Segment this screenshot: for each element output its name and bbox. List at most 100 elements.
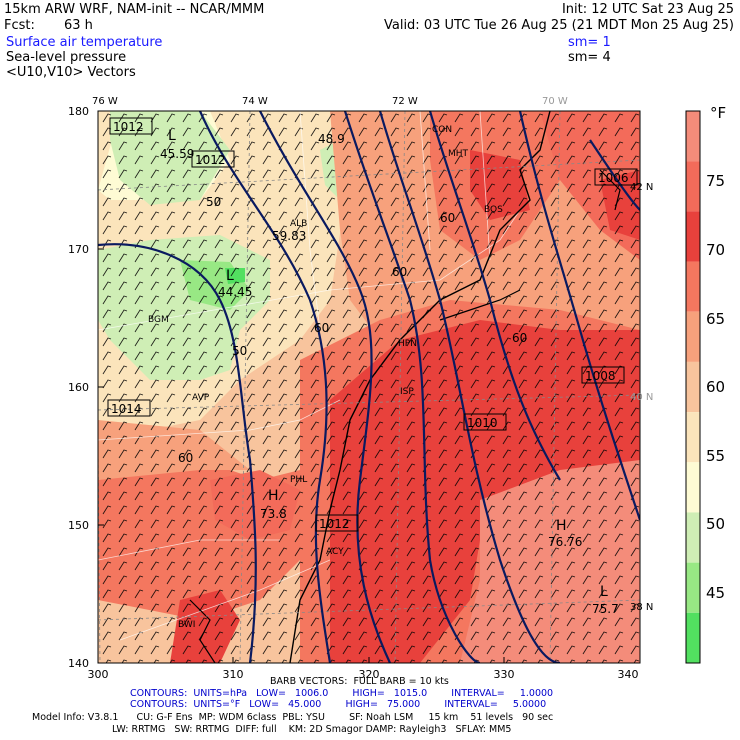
y-tick-label: 180 <box>68 105 89 118</box>
lon-label: 70 W <box>542 96 568 107</box>
forecast-hour: 63 h <box>64 18 93 33</box>
forecast-label: Fcst: <box>4 18 35 33</box>
low-value: 45.59 <box>160 147 194 161</box>
colorbar-label: 60 <box>706 378 725 396</box>
longitude-labels: 76 W 74 W 72 W 70 W <box>92 96 568 107</box>
field-name-temperature: Surface air temperature <box>6 35 163 50</box>
x-tick-label: 330 <box>494 668 515 681</box>
station-id: BWI <box>178 620 195 630</box>
latitude-labels: 42 N 40 N 38 N <box>630 182 653 613</box>
pressure-contour-info: CONTOURS: UNITS=hPa LOW= 1006.0 HIGH= 10… <box>130 688 554 699</box>
lat-label: 38 N <box>630 602 653 613</box>
lat-label: 42 N <box>630 182 653 193</box>
value-labels: 59.83 48.9 50 50 60 60 60 60 60 <box>178 132 527 465</box>
colorbar-swatch <box>686 612 700 663</box>
x-tick-label: 300 <box>88 668 109 681</box>
contour-label: 60 <box>178 451 193 465</box>
pressure-box: 1008 <box>585 369 616 383</box>
x-tick-label: 340 <box>618 668 639 681</box>
temperature-field <box>98 111 640 663</box>
left-axis: 180 170 160 150 140 <box>68 105 89 670</box>
field-sm-pressure: sm= 4 <box>568 50 611 65</box>
low-marker: L <box>168 128 176 144</box>
colorbar-swatch <box>686 412 700 463</box>
colorbar-frame <box>685 110 701 664</box>
station-id: BOS <box>484 205 503 215</box>
init-time: Init: 12 UTC Sat 23 Aug 25 <box>561 2 734 17</box>
high-value: 73.8 <box>260 507 287 521</box>
pressure-box: 1010 <box>467 416 498 430</box>
station-id: AVP <box>192 393 210 403</box>
colorbar-label: 70 <box>706 241 725 259</box>
x-tick-label: 320 <box>359 668 380 681</box>
low-value: 75.7 <box>592 602 619 616</box>
colorbar-swatch <box>686 111 700 162</box>
pressure-box: 1012 <box>195 153 226 167</box>
pressure-box: 1012 <box>319 517 350 531</box>
lon-label: 72 W <box>392 96 418 107</box>
colorbar-swatch <box>686 211 700 262</box>
colorbar-unit: °F <box>710 104 726 122</box>
contour-label: 60 <box>440 211 455 225</box>
x-tick-label: 310 <box>223 668 244 681</box>
pressure-box: 1012 <box>113 120 144 134</box>
field-name-pressure: Sea-level pressure <box>6 50 127 65</box>
colorbar-swatch <box>686 311 700 362</box>
colorbar-swatch <box>686 462 700 513</box>
y-tick-label: 150 <box>68 519 89 532</box>
colorbar-label: 50 <box>706 515 725 533</box>
lat-label: 40 N <box>630 392 653 403</box>
high-marker: H <box>556 518 567 534</box>
colorbar-label: 55 <box>706 447 725 465</box>
station-id: ACY <box>326 547 344 557</box>
low-marker: L <box>226 268 234 284</box>
contour-label: 60 <box>314 321 329 335</box>
colorbar-label: 45 <box>706 584 725 602</box>
high-value: 76.76 <box>548 535 582 549</box>
station-id: MHT <box>448 149 469 159</box>
colorbar-swatch <box>686 361 700 413</box>
color-bar <box>685 110 701 664</box>
colorbar-swatch <box>686 512 700 563</box>
station-id: BGM <box>148 315 169 325</box>
pressure-box: 1014 <box>111 402 142 416</box>
y-tick-label: 170 <box>68 243 89 256</box>
lon-label: 74 W <box>242 96 268 107</box>
valid-time: Valid: 03 UTC Tue 26 Aug 25 (21 MDT Mon … <box>383 18 734 33</box>
colorbar-labels: 75 70 65 60 55 50 45 <box>706 172 725 602</box>
isobars <box>98 111 640 663</box>
field-name-vectors: <U10,V10> Vectors <box>6 65 136 80</box>
low-value: 44.45 <box>218 285 252 299</box>
contour-label: 60 <box>392 265 407 279</box>
model-info-line-1: Model Info: V3.8.1 CU: G-F Ens MP: WDM 6… <box>32 712 554 723</box>
lon-label: 76 W <box>92 96 118 107</box>
pressure-boxes: 1012 1012 1006 1008 1010 1014 1012 <box>107 117 638 532</box>
station-id: ISP <box>400 387 414 397</box>
contour-label: 60 <box>512 331 527 345</box>
colorbar-swatch <box>686 562 700 613</box>
pressure-box: 1006 <box>598 171 629 185</box>
colorbar-swatch <box>686 161 700 212</box>
low-marker: L <box>600 584 608 600</box>
pressure-centers: L 45.59 L 44.45 H 76.76 H 73.8 L 75.7 <box>160 128 619 616</box>
y-tick-label: 160 <box>68 381 89 394</box>
barb-info: BARB VECTORS: FULL BARB = 10 kts <box>270 676 449 687</box>
model-info-line-2: LW: RRTMG SW: RRTMG DIFF: full KM: 2D Sm… <box>112 724 512 735</box>
station-id: PHL <box>290 475 307 485</box>
station-id: HPN <box>398 339 417 349</box>
station-value: 48.9 <box>318 132 345 146</box>
temperature-contour-info: CONTOURS: UNITS=°F LOW= 45.000 HIGH= 75.… <box>130 699 547 710</box>
high-marker: H <box>268 488 279 504</box>
contour-label: 50 <box>206 195 221 209</box>
station-id: ALB <box>290 219 307 229</box>
contour-label: 50 <box>232 344 247 358</box>
model-title: 15km ARW WRF, NAM-init -- NCAR/MMM <box>4 2 265 17</box>
colorbar-swatch <box>686 261 700 312</box>
colorbar-label: 75 <box>706 172 725 190</box>
station-ids: CON MHT ALB BGM AVP HPN ACY BWI PHL ISP … <box>148 125 503 630</box>
colorbar-label: 65 <box>706 310 725 328</box>
station-value: 59.83 <box>272 229 306 243</box>
y-tick-label: 140 <box>68 657 89 670</box>
bottom-axis: 300 310 320 330 340 <box>88 668 639 681</box>
